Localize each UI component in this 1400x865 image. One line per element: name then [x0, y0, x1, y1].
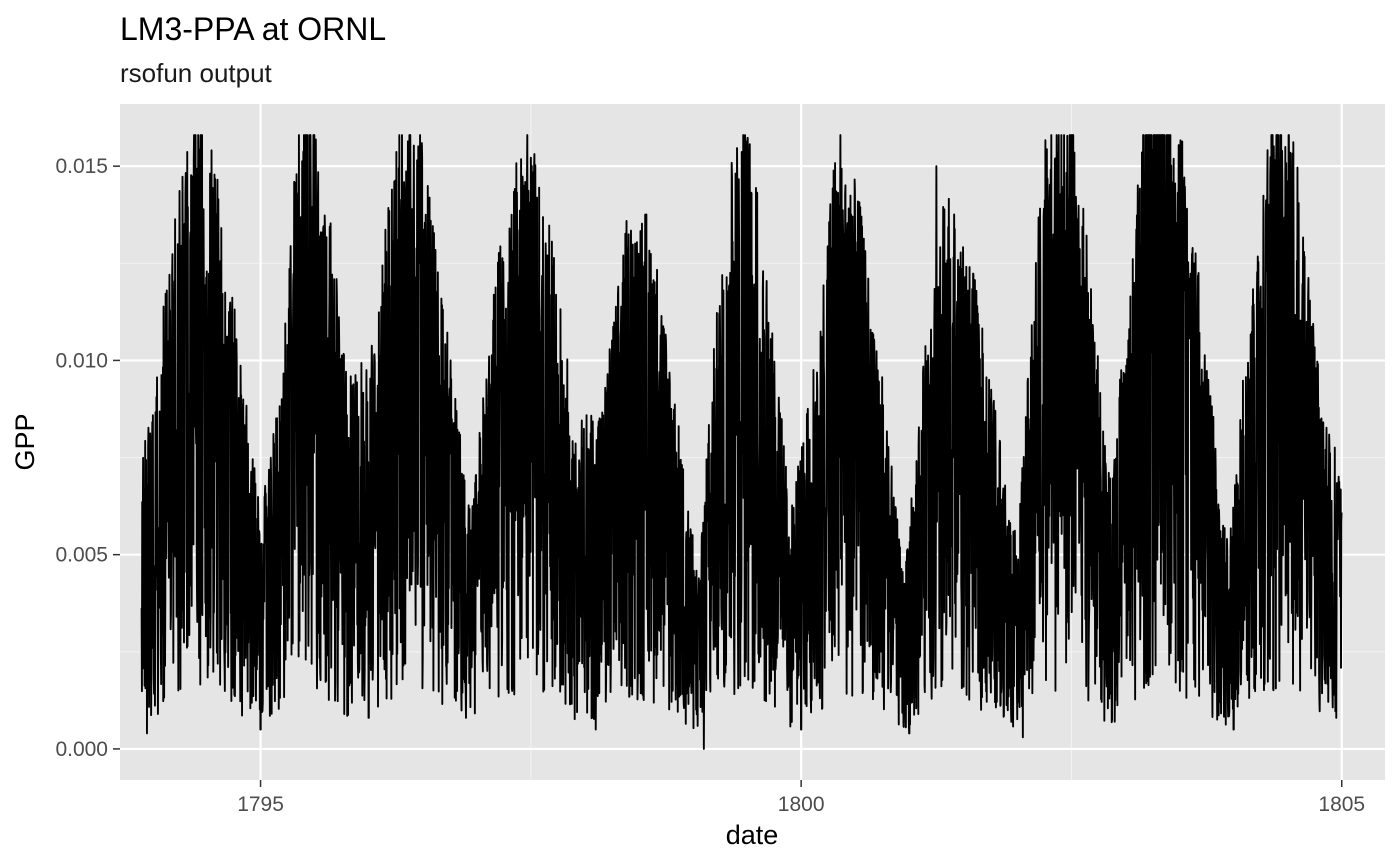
y-tick-label: 0.015 [55, 155, 108, 178]
x-tick-label: 1795 [237, 793, 284, 816]
y-tick-label: 0.005 [55, 544, 108, 567]
chart-title: LM3-PPA at ORNL [120, 11, 386, 47]
y-axis-title: GPP [10, 413, 40, 470]
x-tick-label: 1805 [1318, 793, 1365, 816]
y-tick-label: 0.010 [55, 349, 108, 372]
gpp-series-line [140, 134, 1343, 750]
x-tick-label: 1800 [778, 793, 825, 816]
x-axis-title: date [726, 820, 779, 850]
y-axis: 0.000 0.005 0.010 0.015 [55, 155, 120, 761]
chart-subtitle: rsofun output [120, 58, 273, 88]
y-tick-label: 0.000 [55, 738, 108, 761]
gpp-series [140, 134, 1343, 750]
x-axis: 1795 1800 1805 [237, 780, 1365, 816]
